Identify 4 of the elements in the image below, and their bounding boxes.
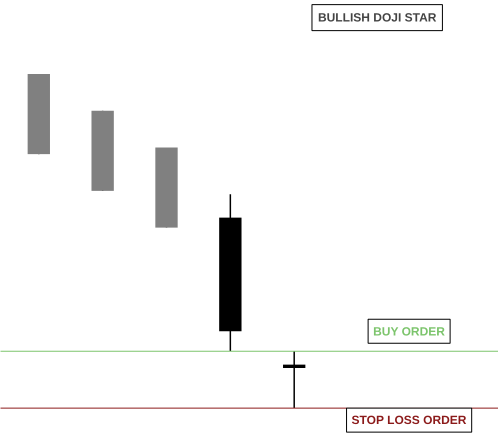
candlestick <box>283 350 306 409</box>
ref-line-label: STOP LOSS ORDER <box>352 413 467 428</box>
text: BULLISH DOJI STAR <box>318 10 437 25</box>
ref-line-label: BUY ORDER <box>373 324 446 338</box>
